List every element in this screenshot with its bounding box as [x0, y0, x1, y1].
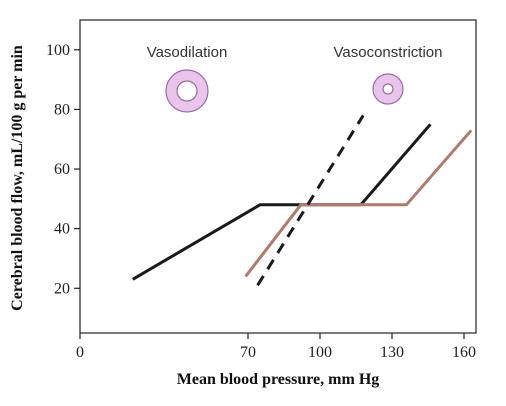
series-layer	[132, 114, 473, 287]
x-axis-ticks: 0 70 100 130 160	[76, 333, 476, 361]
y-tick-label: 60	[54, 161, 70, 178]
x-tick-label: 70	[240, 344, 256, 361]
y-axis-title: Cerebral blood flow, mL/100 g per min	[9, 45, 26, 311]
y-tick-label: 100	[46, 42, 70, 59]
y-axis-ticks: 20 40 60 80 100	[46, 42, 80, 297]
x-tick-label: 160	[452, 344, 476, 361]
series-line-2-solid	[244, 129, 473, 278]
vasodilation-label: Vasodilation	[147, 44, 228, 61]
vasoconstriction-label: Vasoconstriction	[334, 44, 443, 61]
constricted-vessel-icon	[372, 73, 404, 105]
x-tick-label: 130	[380, 344, 404, 361]
x-tick-label: 0	[76, 344, 84, 361]
y-tick-label: 20	[54, 280, 70, 297]
x-axis-title: Mean blood pressure, mm Hg	[177, 371, 380, 388]
y-tick-label: 80	[54, 101, 70, 118]
dilated-vessel-icon	[165, 69, 209, 113]
series-line-1-solid	[132, 123, 432, 281]
x-tick-label: 100	[308, 344, 332, 361]
series-line-3-dashed	[256, 114, 365, 287]
plot-frame	[79, 19, 477, 334]
y-tick-label: 40	[54, 221, 70, 238]
